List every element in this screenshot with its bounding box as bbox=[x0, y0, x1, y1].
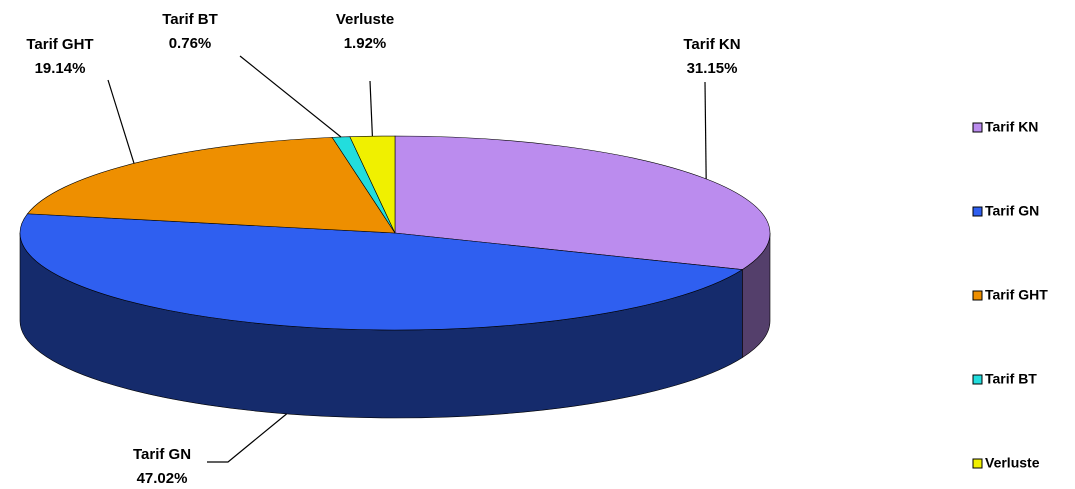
leader-line bbox=[239, 55, 342, 138]
legend-label: Tarif KN bbox=[985, 119, 1038, 135]
legend-label: Tarif BT bbox=[985, 371, 1037, 387]
leader-line bbox=[704, 81, 707, 179]
data-label-name: Tarif GHT bbox=[26, 36, 93, 53]
legend-label: Tarif GHT bbox=[985, 287, 1048, 303]
data-label-value: 0.76% bbox=[169, 35, 212, 52]
leader-line bbox=[107, 79, 135, 164]
legend-label: Tarif GN bbox=[985, 203, 1039, 219]
data-label-value: 47.02% bbox=[137, 470, 188, 487]
data-label-value: 19.14% bbox=[35, 60, 86, 77]
legend-swatch bbox=[972, 374, 983, 385]
data-label-name: Verluste bbox=[336, 11, 394, 28]
data-label-value: 31.15% bbox=[687, 60, 738, 77]
data-label-name: Tarif BT bbox=[162, 11, 218, 28]
legend-swatch bbox=[972, 206, 983, 217]
legend-swatch bbox=[972, 458, 983, 469]
legend-swatch bbox=[972, 290, 983, 301]
leader-line bbox=[369, 80, 373, 137]
data-label-value: 1.92% bbox=[344, 35, 387, 52]
legend-swatch bbox=[972, 122, 983, 133]
data-label-name: Tarif GN bbox=[133, 446, 191, 463]
leader-line bbox=[207, 413, 288, 463]
slice bbox=[19, 213, 744, 331]
data-label-name: Tarif KN bbox=[683, 36, 740, 53]
legend-label: Verluste bbox=[985, 455, 1040, 471]
